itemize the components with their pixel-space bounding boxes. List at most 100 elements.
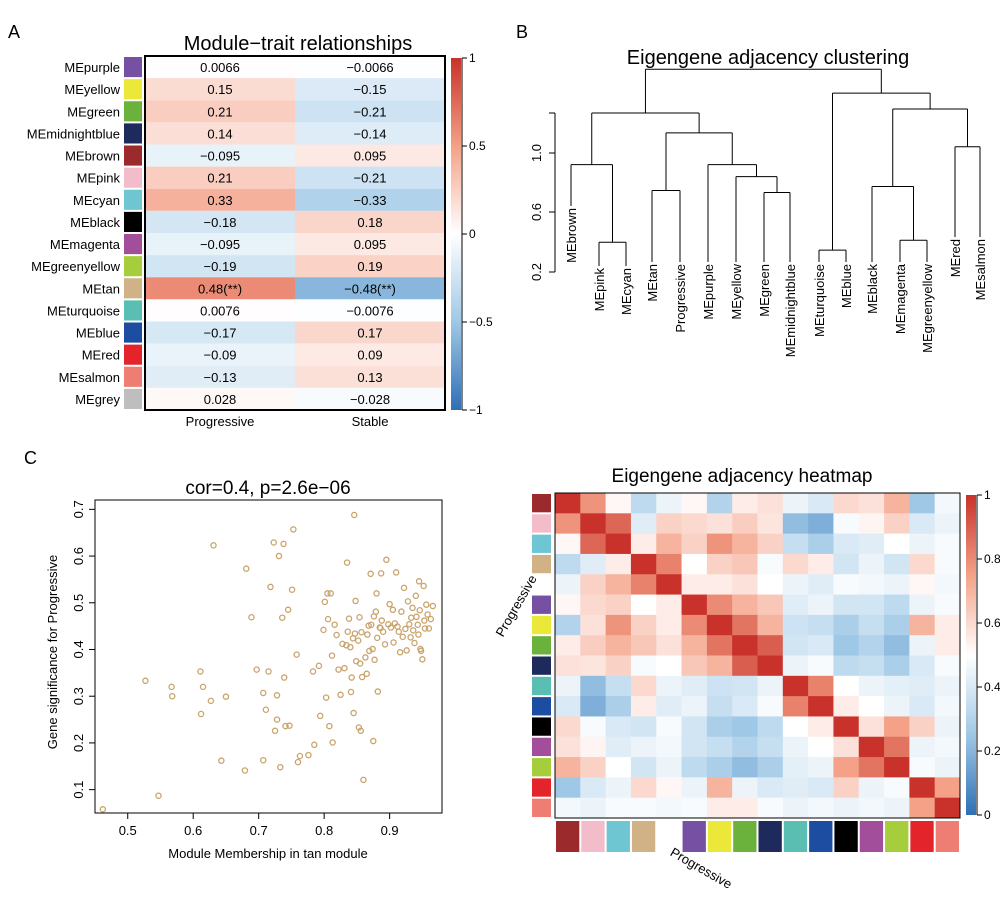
heatmap-cell xyxy=(909,635,936,656)
heatmap-cell xyxy=(833,675,860,697)
heatmap-cell xyxy=(656,635,683,656)
module-trait-cell xyxy=(295,255,445,278)
heatmap-cell xyxy=(605,635,632,656)
heatmap-cell xyxy=(580,574,607,596)
module-trait-cell xyxy=(145,387,295,410)
heatmap-cell xyxy=(555,655,581,677)
heatmap-cell xyxy=(833,777,860,799)
scatter-point xyxy=(290,526,297,533)
heatmap-cell xyxy=(833,797,860,819)
heatmap-cell xyxy=(909,736,936,758)
heatmap-cell xyxy=(808,594,834,616)
heatmap-colorbar: 1 0.8 0.6 0.4 0.2 0 xyxy=(966,488,1000,822)
heatmap-cell xyxy=(656,716,683,738)
heatmap-col-color-swatch xyxy=(809,821,833,852)
module-trait-cells: MEpurple 0.0066 −0.0066 MEyellow 0.15 −0.15 ME… xyxy=(27,56,445,429)
module-row-label: MEblue xyxy=(76,326,120,341)
module-trait-cell-label: −0.21 xyxy=(354,104,387,119)
module-trait-cell xyxy=(295,78,445,101)
heatmap-col-color-swatch xyxy=(707,821,732,852)
module-trait-cell-label: −0.09 xyxy=(204,348,237,363)
heatmap-cell xyxy=(757,574,784,596)
heatmap-cell xyxy=(858,757,885,778)
scatter-point xyxy=(423,601,430,608)
scatter-point xyxy=(381,641,389,648)
heatmap-cell xyxy=(630,655,657,677)
scatter-point xyxy=(357,727,365,735)
module-trait-cell xyxy=(145,78,295,101)
heatmap-cell xyxy=(884,655,910,677)
module-trait-cell-label: 0.21 xyxy=(207,171,232,186)
heatmap-row-color-swatch xyxy=(532,697,551,716)
module-trait-colorbar-tick: 1 xyxy=(469,51,476,65)
dendrogram-panel: Eigengene adjacency clustering 1.0 0.6 0… xyxy=(529,47,988,357)
heatmap-cell xyxy=(808,533,834,555)
scatter-point xyxy=(315,662,323,670)
heatmap-cell xyxy=(681,493,708,514)
heatmap-cell xyxy=(580,757,607,778)
heatmap-row-color-swatch xyxy=(532,737,551,757)
scatter-point xyxy=(351,630,359,637)
heatmap-cell xyxy=(782,655,809,677)
scatter-point xyxy=(169,692,176,700)
dendrogram-leaf-label: MEblue xyxy=(839,264,854,308)
scatter-point xyxy=(294,758,302,766)
module-trait-cell xyxy=(295,144,445,167)
dendrogram-leaf-label: MEpink xyxy=(592,268,607,312)
heatmap-cell xyxy=(580,777,607,799)
heatmap-cell xyxy=(833,736,860,758)
heatmap-cell xyxy=(934,777,961,799)
heatmap-cell xyxy=(630,533,657,555)
module-trait-cell-label: 0.19 xyxy=(357,259,382,274)
heatmap-cell xyxy=(858,635,885,656)
heatmap-cell xyxy=(782,635,809,656)
heatmap-cell xyxy=(555,553,581,575)
heatmap-cell xyxy=(580,675,607,697)
scatter-point xyxy=(142,677,149,685)
heatmap-cell xyxy=(934,614,961,636)
module-color-swatch xyxy=(124,123,142,144)
scatter-point xyxy=(248,614,255,621)
heatmap-cell xyxy=(555,533,581,555)
heatmap-colorbar-ticks: 1 0.8 0.6 0.4 0.2 0 xyxy=(977,488,1000,822)
heatmap-cell xyxy=(808,493,834,514)
module-trait-cell xyxy=(295,210,445,233)
scatter-point xyxy=(416,607,423,614)
scatter-point xyxy=(403,647,410,654)
heatmap-cell xyxy=(605,493,632,514)
heatmap-cell xyxy=(555,696,581,717)
scatter-point xyxy=(339,640,346,648)
heatmap-cell xyxy=(833,493,860,514)
scatter-point xyxy=(373,634,381,642)
heatmap-cell xyxy=(884,797,910,819)
module-trait-cell-label: −0.14 xyxy=(354,126,387,141)
heatmap-cell xyxy=(934,513,961,535)
scatter-point xyxy=(370,737,377,745)
scatter-point xyxy=(402,625,409,633)
module-trait-cell xyxy=(295,166,445,189)
scatter-point xyxy=(404,598,412,605)
scatter-point xyxy=(343,559,351,566)
heatmap-cell xyxy=(681,757,708,778)
heatmap-cell xyxy=(656,777,683,799)
module-trait-cell-label: 0.15 xyxy=(207,82,232,97)
scatter-point xyxy=(335,666,342,673)
module-trait-cell xyxy=(145,277,295,300)
heatmap-row-color-swatch xyxy=(532,615,551,635)
dendrogram-y-tick-label: 0.6 xyxy=(529,203,544,221)
heatmap-cell xyxy=(706,574,733,596)
module-color-swatch xyxy=(124,344,142,365)
heatmap-cell xyxy=(782,493,809,514)
module-trait-colorbar: 1 0.5 0 −0.5 −1 xyxy=(451,51,493,417)
heatmap-cell xyxy=(656,533,683,555)
scatter-point xyxy=(288,586,296,593)
module-trait-cell-label: −0.0066 xyxy=(346,60,393,75)
heatmap-cell xyxy=(833,635,860,656)
heatmap-cell xyxy=(732,675,758,697)
module-trait-cell-label: −0.15 xyxy=(354,82,387,97)
heatmap-cell xyxy=(630,594,657,616)
heatmap-cell xyxy=(884,574,910,596)
scatter-point xyxy=(429,602,437,610)
heatmap-cell xyxy=(884,594,910,616)
heatmap-col-color-swatch xyxy=(935,821,959,852)
